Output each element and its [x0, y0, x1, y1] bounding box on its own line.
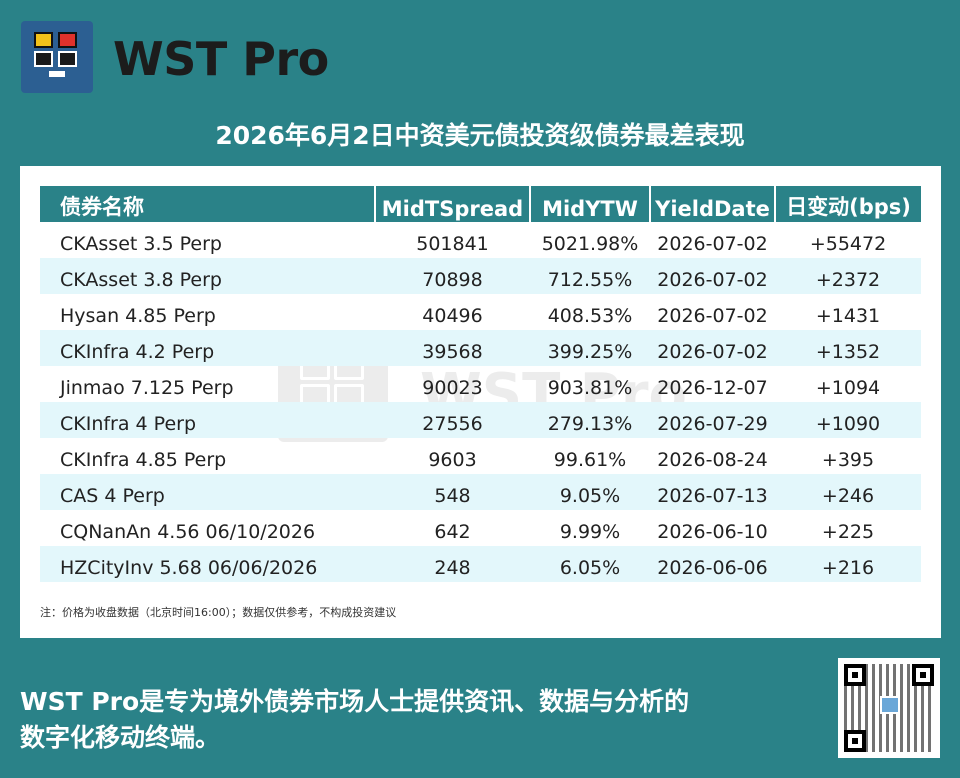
midtspread-cell: 40496 [422, 305, 483, 327]
bond-name-cell: CKInfra 4.2 Perp [40, 330, 375, 366]
bond-name-cell: CKInfra 4.85 Perp [60, 449, 227, 471]
daily-change-cell: +1094 [815, 377, 881, 399]
bond-name-cell: CQNanAn 4.56 06/10/2026 [60, 521, 316, 543]
midytw-cell: 712.55% [530, 258, 650, 294]
footer-line-2: 数字化移动终端。 [20, 723, 221, 752]
yielddate-cell: 2026-07-02 [650, 330, 775, 366]
daily-change-cell: +1352 [775, 330, 921, 366]
midytw-cell: 399.25% [530, 330, 650, 366]
table-row: CKInfra 4 Perp 27556 279.13% 2026-07-29 +109… [40, 402, 921, 438]
page-title: 2026年6月2日中资美元债投资级债券最差表现 [215, 121, 745, 150]
daily-change-cell: +1090 [775, 402, 921, 438]
column-header-daily-change: 日变动(bps) [775, 186, 921, 222]
footnote: 注：价格为收盘数据（北京时间16:00）；数据仅供参考，不构成投资建议 [40, 606, 397, 619]
yielddate-cell: 2026-07-02 [657, 233, 768, 255]
yielddate-cell: 2026-07-02 [657, 305, 768, 327]
midtspread-cell: 501841 [416, 233, 489, 255]
table-row: CKAsset 3.8 Perp 70898 712.55% 2026-07-02 +2… [40, 258, 921, 294]
midytw-cell: 903.81% [547, 377, 633, 399]
brand-name: WST Pro [113, 32, 329, 86]
midtspread-cell: 9603 [428, 449, 477, 471]
table-row: CAS 4 Perp 548 9.05% 2026-07-13 +246 [40, 474, 921, 510]
yielddate-cell: 2026-07-02 [650, 258, 775, 294]
bond-name-cell: Jinmao 7.125 Perp [60, 377, 234, 399]
midytw-cell: 5021.98% [541, 233, 639, 255]
daily-change-cell: +246 [775, 474, 921, 510]
bond-name-cell: CKInfra 4 Perp [40, 402, 375, 438]
daily-change-cell: +225 [821, 521, 875, 543]
bond-name-cell: Hysan 4.85 Perp [60, 305, 216, 327]
midtspread-cell: 642 [434, 521, 471, 543]
table-row: CQNanAn 4.56 06/10/2026 642 9.99% 2026-06-1… [40, 510, 921, 546]
table-row: CKInfra 4.85 Perp 9603 99.61% 2026-08-24 +39… [40, 438, 921, 474]
midtspread-cell: 248 [375, 546, 530, 582]
midytw-cell: 6.05% [530, 546, 650, 582]
table-row: Hysan 4.85 Perp 40496 408.53% 2026-07-02 +14… [40, 294, 921, 330]
midtspread-cell: 70898 [375, 258, 530, 294]
daily-change-cell: +1431 [815, 305, 881, 327]
midytw-cell: 99.61% [553, 449, 627, 471]
yielddate-cell: 2026-06-06 [650, 546, 775, 582]
daily-change-cell: +395 [821, 449, 875, 471]
midytw-cell: 9.99% [559, 521, 621, 543]
midytw-cell: 9.05% [530, 474, 650, 510]
yielddate-cell: 2026-07-29 [650, 402, 775, 438]
midytw-cell: 279.13% [530, 402, 650, 438]
bond-name-cell: CKAsset 3.8 Perp [40, 258, 375, 294]
yielddate-cell: 2026-08-24 [657, 449, 768, 471]
bond-table: 债券名称 MidTSpread MidYTW YieldDate 日变动(bps… [40, 186, 921, 582]
midtspread-cell: 548 [375, 474, 530, 510]
footer-description: WST Pro是专为境外债券市场人士提供资讯、数据与分析的 数字化移动终端。 [20, 684, 689, 756]
table-row: HZCityInv 5.68 06/06/2026 248 6.05% 2026-06… [40, 546, 921, 582]
column-header-midytw: MidYTW [530, 186, 651, 222]
daily-change-cell: +2372 [775, 258, 921, 294]
table-card: WST Pro 债券名称 MidTSpread MidYTW YieldDate… [20, 166, 941, 638]
yielddate-cell: 2026-07-13 [650, 474, 775, 510]
table-row: CKAsset 3.5 Perp 501841 5021.98% 2026-07-02… [40, 222, 921, 258]
bond-name-cell: HZCityInv 5.68 06/06/2026 [40, 546, 375, 582]
daily-change-cell: +55472 [809, 233, 887, 255]
midtspread-cell: 27556 [375, 402, 530, 438]
midtspread-cell: 90023 [422, 377, 483, 399]
yielddate-cell: 2026-12-07 [657, 377, 768, 399]
column-header-name: 债券名称 [40, 186, 376, 222]
column-header-midtspread: MidTSpread [375, 186, 531, 222]
column-header-yielddate: YieldDate [650, 186, 776, 222]
table-row: CKInfra 4.2 Perp 39568 399.25% 2026-07-02 +1… [40, 330, 921, 366]
midtspread-cell: 39568 [375, 330, 530, 366]
yielddate-cell: 2026-06-10 [657, 521, 768, 543]
footer-line-1: WST Pro是专为境外债券市场人士提供资讯、数据与分析的 [20, 687, 690, 716]
midytw-cell: 408.53% [547, 305, 633, 327]
bond-name-cell: CKAsset 3.5 Perp [60, 233, 222, 255]
brand-logo-icon [21, 21, 93, 93]
qr-code-icon [838, 658, 940, 758]
table-row: Jinmao 7.125 Perp 90023 903.81% 2026-12-07 +… [40, 366, 921, 402]
bond-name-cell: CAS 4 Perp [40, 474, 375, 510]
table-header-row: 债券名称 MidTSpread MidYTW YieldDate 日变动(bps… [40, 186, 921, 222]
daily-change-cell: +216 [775, 546, 921, 582]
